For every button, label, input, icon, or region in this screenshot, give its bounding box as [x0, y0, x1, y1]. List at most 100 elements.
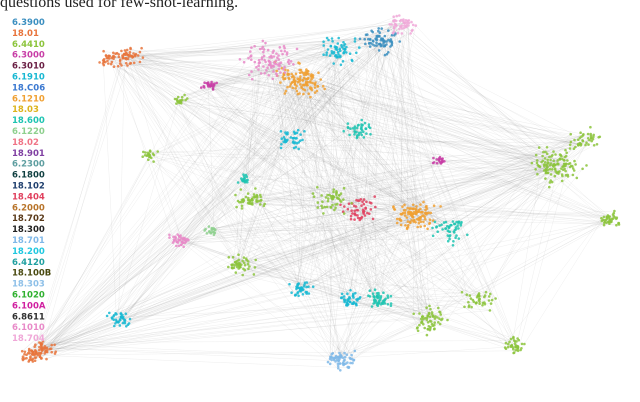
- edge: [304, 84, 440, 226]
- edge: [342, 303, 354, 358]
- node: [327, 38, 330, 42]
- node: [573, 138, 576, 142]
- node: [132, 52, 135, 55]
- edge: [370, 134, 566, 164]
- node: [335, 48, 339, 52]
- node: [122, 53, 126, 56]
- node: [478, 297, 481, 301]
- caption: questions used for few-shot-learning.: [0, 0, 239, 11]
- node: [124, 312, 128, 316]
- node: [322, 44, 326, 47]
- edge: [409, 147, 540, 209]
- edge: [357, 300, 419, 331]
- edge: [287, 139, 329, 199]
- node: [343, 355, 347, 359]
- node: [291, 74, 295, 78]
- edge: [330, 305, 357, 364]
- node: [341, 356, 345, 360]
- edge: [247, 47, 280, 180]
- node: [577, 138, 580, 141]
- edge: [125, 54, 296, 296]
- node: [306, 81, 310, 84]
- edge: [410, 222, 428, 316]
- node: [370, 305, 374, 308]
- node: [347, 365, 351, 369]
- node: [398, 19, 402, 23]
- node: [342, 359, 346, 363]
- node: [116, 64, 120, 68]
- node: [350, 209, 353, 212]
- node: [313, 82, 317, 86]
- node: [240, 204, 244, 208]
- node: [295, 137, 298, 140]
- node: [354, 205, 358, 208]
- edge: [238, 201, 258, 267]
- edge: [405, 166, 554, 216]
- node: [326, 199, 330, 203]
- edge: [341, 217, 408, 298]
- edge: [109, 134, 594, 314]
- edge: [34, 282, 306, 356]
- edge: [311, 79, 614, 219]
- edge: [407, 20, 423, 317]
- node: [581, 167, 584, 171]
- node: [428, 218, 432, 221]
- node: [352, 296, 355, 299]
- node: [27, 347, 31, 351]
- node: [338, 194, 341, 197]
- node: [392, 15, 396, 18]
- edge: [423, 215, 431, 321]
- edge: [31, 208, 411, 351]
- node: [437, 306, 440, 310]
- node: [552, 150, 555, 153]
- edge: [126, 53, 183, 242]
- node: [253, 60, 257, 64]
- node: [272, 55, 276, 58]
- node: [386, 303, 390, 306]
- node: [490, 298, 494, 302]
- node: [455, 220, 458, 224]
- node: [597, 136, 600, 139]
- edge: [247, 67, 257, 180]
- edge: [330, 55, 576, 148]
- edge: [29, 222, 416, 354]
- edge: [183, 238, 357, 305]
- edge: [40, 46, 347, 345]
- edge: [181, 238, 459, 243]
- edge: [357, 159, 551, 216]
- node: [403, 203, 406, 207]
- node: [403, 214, 407, 217]
- node: [553, 174, 557, 178]
- edge: [304, 218, 613, 283]
- edge: [295, 54, 339, 296]
- edge: [40, 137, 581, 358]
- edge: [333, 197, 401, 215]
- edge: [418, 220, 507, 349]
- edge: [391, 43, 441, 158]
- node: [182, 245, 185, 249]
- edge: [176, 24, 407, 247]
- edge: [22, 73, 262, 359]
- node: [118, 62, 122, 65]
- node: [231, 255, 235, 259]
- node: [241, 259, 244, 263]
- edge: [393, 28, 419, 224]
- edge: [252, 163, 442, 205]
- edge: [417, 166, 573, 220]
- edge: [153, 161, 382, 297]
- edge: [312, 82, 351, 129]
- node: [510, 345, 514, 348]
- node: [377, 42, 381, 46]
- node: [411, 212, 415, 216]
- edge: [213, 44, 379, 86]
- node: [338, 351, 341, 355]
- node: [319, 78, 323, 81]
- node: [337, 367, 340, 370]
- node: [368, 212, 371, 215]
- edge: [360, 128, 420, 211]
- node: [207, 225, 211, 228]
- edge: [289, 78, 581, 138]
- edge: [448, 160, 558, 227]
- edge: [54, 63, 280, 345]
- node: [392, 205, 395, 208]
